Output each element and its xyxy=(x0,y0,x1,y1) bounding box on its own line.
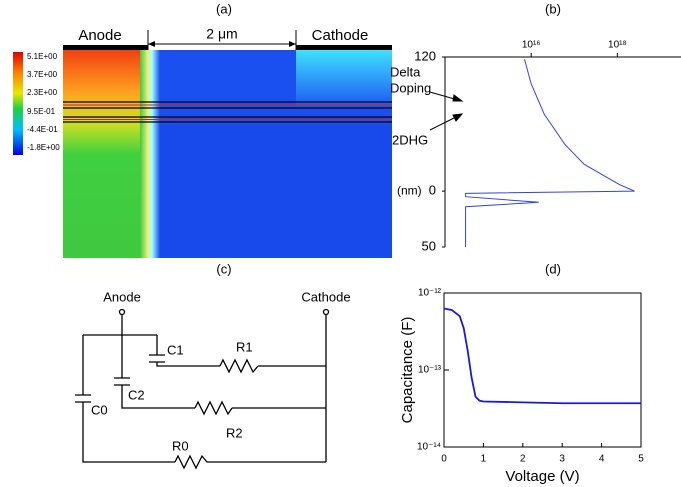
component-label: C0 xyxy=(91,402,108,417)
colorbar-label: 5.1E+00 xyxy=(27,52,58,61)
terminal-label: Cathode xyxy=(301,289,350,304)
x-axis-label: Voltage (V) xyxy=(505,468,579,485)
x-tick-label: 3 xyxy=(559,454,565,465)
annotation-arrows xyxy=(429,91,464,131)
y-tick-label: 10⁻¹² xyxy=(418,288,442,299)
y-tick-label: 10⁻¹³ xyxy=(418,365,442,376)
x-tick-label: 10¹⁸ xyxy=(608,40,627,51)
annotation: 2DHG xyxy=(392,132,428,147)
circuit xyxy=(75,308,330,470)
electrode-label: Anode xyxy=(78,27,121,44)
x-tick-label: 1 xyxy=(481,454,487,465)
y-axis-label: (nm) xyxy=(397,183,422,197)
component-label: R0 xyxy=(172,438,189,453)
annotation: Delta xyxy=(390,64,421,79)
component-label: R2 xyxy=(226,425,243,440)
panel-label: (d) xyxy=(545,261,561,276)
data-line xyxy=(465,59,635,247)
width-label: 2 μm xyxy=(206,26,237,42)
colorbar-label: 2.3E+00 xyxy=(27,88,58,97)
panel-label: (c) xyxy=(216,261,231,276)
electrode-label: Cathode xyxy=(312,27,369,44)
panel-label: (b) xyxy=(545,1,561,16)
data-line xyxy=(443,307,641,405)
y-tick-label: 0 xyxy=(429,183,436,198)
x-tick-label: 2 xyxy=(520,454,526,465)
y-axis-label: Capacitance (F) xyxy=(399,317,416,424)
component-label: C1 xyxy=(167,342,184,357)
y-tick-label: 10⁻¹⁴ xyxy=(417,442,441,453)
component-label: R1 xyxy=(236,339,253,354)
simulation-map xyxy=(13,30,392,258)
colorbar-label: 3.7E+00 xyxy=(27,70,58,79)
annotation: Doping xyxy=(390,80,431,95)
x-tick-label: 10¹⁶ xyxy=(522,40,541,51)
x-tick-label: 5 xyxy=(638,454,644,465)
colorbar-label: -1.8E+00 xyxy=(27,143,60,152)
component-label: C2 xyxy=(128,387,145,402)
plot-frame xyxy=(443,292,642,448)
terminal-label: Anode xyxy=(103,289,141,304)
colorbar-label: -4.4E-01 xyxy=(27,125,58,134)
panel-label: (a) xyxy=(216,1,232,16)
y-tick-label: 120 xyxy=(414,48,436,63)
x-tick-label: 0 xyxy=(441,454,447,465)
y-tick-label: 50 xyxy=(422,238,436,253)
x-tick-label: 4 xyxy=(599,454,605,465)
colorbar-label: 9.5E-01 xyxy=(27,107,56,116)
